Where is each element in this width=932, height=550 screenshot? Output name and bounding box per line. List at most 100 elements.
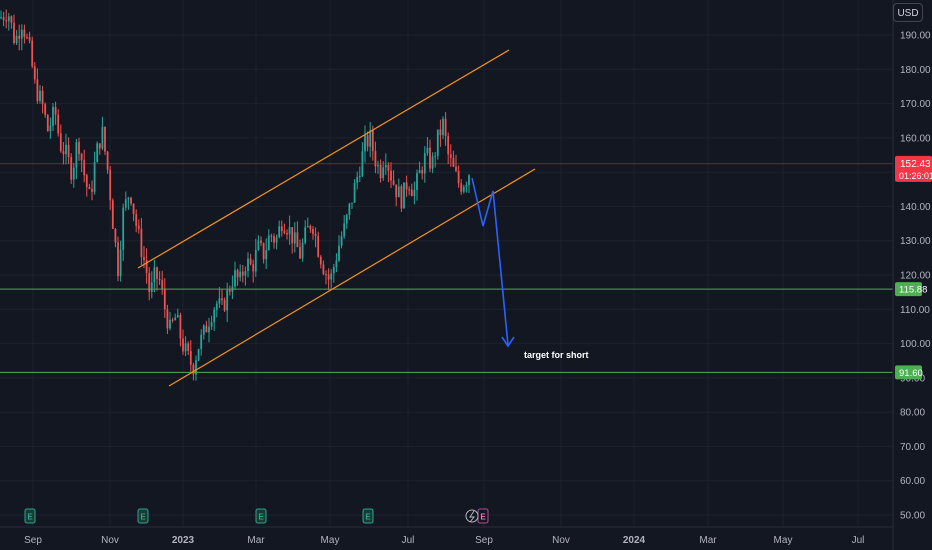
price-tick-label: 190.00 — [900, 31, 931, 42]
price-tick-label: 80.00 — [900, 408, 925, 419]
level-price-label: 91.60 — [899, 368, 923, 379]
time-axis[interactable]: Sep Nov 2023 Mar May Jul Sep Nov 2024 Mar May Jul — [0, 526, 893, 546]
lightning-icon-glyph — [469, 510, 476, 523]
earnings-marker — [362, 508, 374, 524]
candle-body — [257, 240, 260, 250]
candle-body — [278, 226, 281, 238]
candle-body — [436, 129, 439, 156]
price-tick-label: 50.00 — [900, 511, 925, 522]
candle-body — [301, 242, 304, 259]
candle-body — [356, 176, 359, 183]
candle-body — [413, 190, 416, 197]
candle-body — [416, 173, 418, 191]
candle-body — [221, 298, 223, 301]
candle-body — [403, 182, 405, 209]
candle-body — [163, 288, 166, 310]
candle-body — [10, 16, 13, 23]
time-tick-label: Sep — [24, 535, 42, 546]
candle-body — [325, 274, 327, 276]
candle-body — [460, 183, 463, 192]
candle-body — [182, 338, 184, 352]
candle-body — [109, 169, 112, 201]
candle-body — [397, 186, 400, 198]
candle-body — [26, 36, 28, 38]
earnings-marker-label: E — [365, 513, 371, 522]
forecast-path — [471, 177, 509, 346]
candle-body — [78, 142, 80, 154]
current-price-value: 152.43 — [900, 159, 931, 170]
candle-body — [390, 170, 392, 181]
candle-body — [127, 197, 130, 200]
candle-body — [296, 232, 299, 248]
candle-body — [351, 202, 353, 204]
candle-body — [299, 247, 301, 259]
candle-body — [93, 162, 96, 192]
candle-body — [65, 144, 67, 155]
candle-body — [218, 298, 221, 304]
candle-body — [158, 278, 161, 281]
earnings-marker-label: E — [258, 513, 264, 522]
candle-body — [265, 250, 268, 260]
candle-body — [169, 319, 171, 329]
candle-body — [314, 233, 317, 236]
candle-body — [387, 165, 390, 171]
currency-button[interactable]: USD — [893, 3, 923, 22]
candle-body — [101, 126, 104, 149]
candle-body — [465, 184, 468, 187]
candle-body — [236, 270, 239, 278]
candle-body — [62, 151, 65, 155]
time-tick-label: 2024 — [623, 535, 646, 546]
candle-body — [241, 271, 244, 276]
candle-body — [88, 187, 91, 189]
candle-body — [444, 118, 447, 136]
candle-body — [130, 197, 132, 204]
candle-body — [226, 289, 229, 311]
candle-body — [104, 126, 106, 152]
candle-body — [283, 231, 286, 234]
bar-countdown: 01:26:01 — [899, 171, 932, 181]
time-tick-label: Jul — [852, 535, 865, 546]
price-tick-label: 70.00 — [900, 442, 925, 453]
candle-body — [15, 35, 18, 43]
candle-body — [452, 157, 455, 167]
candle-body — [275, 237, 278, 243]
candle-body — [249, 258, 252, 265]
candle-body — [13, 22, 15, 43]
earnings-marker — [137, 508, 149, 524]
candle-body — [330, 273, 333, 280]
drawings: target for short — [0, 49, 893, 387]
candle-body — [197, 349, 200, 361]
candle-body — [247, 258, 249, 272]
candle-body — [392, 180, 395, 185]
price-tick-label: 120.00 — [900, 271, 931, 282]
candle-body — [343, 223, 346, 237]
candle-body — [382, 167, 385, 179]
candle-body — [280, 226, 283, 232]
candle-body — [91, 188, 93, 192]
candle-body — [457, 170, 460, 184]
candle-body — [111, 200, 114, 229]
candle-body — [96, 143, 99, 163]
candle-body — [195, 360, 197, 375]
candle-body — [52, 106, 54, 126]
time-tick-label: Sep — [475, 535, 493, 546]
candle-body — [239, 271, 242, 278]
candle-body — [46, 115, 49, 132]
candle-body — [7, 16, 10, 22]
candle-body — [20, 29, 23, 39]
candle-body — [434, 155, 437, 157]
candle-body — [439, 129, 442, 136]
candle-body — [5, 20, 8, 22]
candle-body — [405, 182, 408, 190]
price-tick-label: 160.00 — [900, 133, 931, 144]
candle-body — [23, 29, 26, 37]
candle-body — [59, 133, 62, 152]
candle-body — [254, 249, 257, 272]
candle-body — [41, 90, 44, 105]
candle-body — [322, 264, 325, 275]
candle-body — [371, 130, 374, 152]
candle-body — [223, 300, 226, 311]
